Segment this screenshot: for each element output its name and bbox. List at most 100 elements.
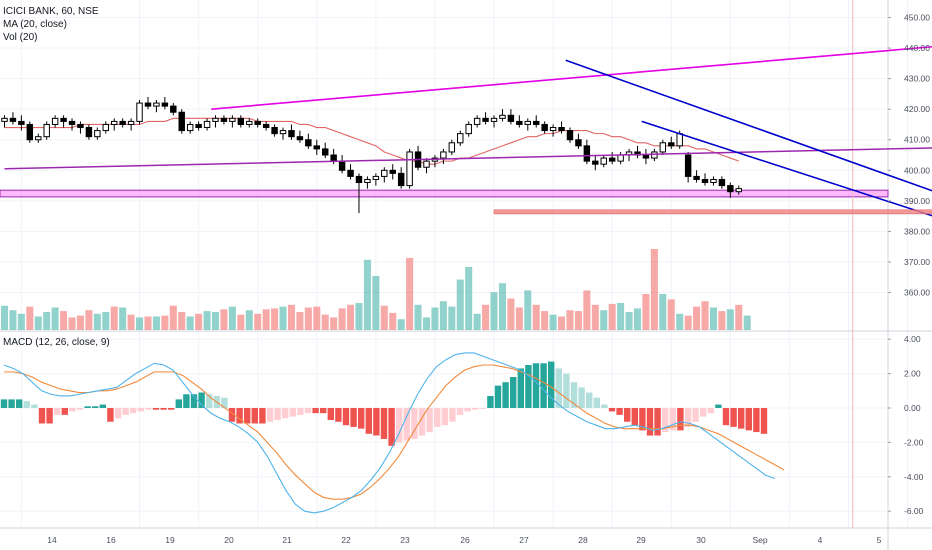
- symbol-legend[interactable]: ICICI BANK, 60, NSE: [3, 6, 99, 17]
- volume-bar: [676, 313, 684, 330]
- volume-bar: [347, 304, 355, 330]
- macd-tick-label: -2.00: [904, 437, 924, 447]
- time-tick-label: 22: [341, 535, 351, 545]
- volume-bar: [228, 306, 236, 330]
- price-tick-label: 380.00: [904, 226, 930, 236]
- candle-up: [51, 115, 59, 128]
- price-tick-label: 430.00: [904, 74, 930, 84]
- volume-bar: [51, 307, 59, 330]
- macd-histogram-bar: [684, 408, 692, 427]
- time-tick-label: Sep: [752, 535, 767, 545]
- candle-body: [499, 114, 506, 119]
- macd-histogram-bar: [160, 408, 167, 410]
- volume-bar: [178, 312, 186, 330]
- candle-up: [35, 133, 42, 143]
- macd-histogram-bar: [532, 363, 540, 408]
- candle-down: [693, 170, 700, 183]
- candle-up: [490, 115, 498, 128]
- candle-body: [465, 123, 472, 135]
- volume-bar: [532, 304, 540, 330]
- volume-bar: [608, 303, 616, 330]
- candle-up: [1, 115, 8, 128]
- trend-line: [565, 59, 932, 192]
- candle-down: [397, 167, 405, 189]
- candle-down: [355, 173, 363, 214]
- macd-histogram-bar: [114, 408, 122, 419]
- macd-signal-line: [4, 364, 785, 500]
- volume-bar: [60, 311, 68, 330]
- macd-histogram-bar: [494, 385, 502, 408]
- volume-bar: [279, 306, 287, 330]
- candle-up: [102, 121, 109, 134]
- macd-histogram-bar: [251, 408, 258, 424]
- candle-body: [397, 172, 405, 187]
- candle-body: [322, 148, 329, 156]
- macd-histogram-bar: [654, 408, 661, 436]
- candle-body: [600, 157, 607, 165]
- macd-histogram-bar: [715, 404, 722, 408]
- macd-histogram-bar: [593, 397, 600, 408]
- ma-legend[interactable]: MA (20, close): [3, 19, 67, 30]
- macd-histogram-bar: [266, 408, 274, 422]
- candle-body: [144, 102, 152, 107]
- volume-bar: [473, 313, 481, 330]
- candle-body: [161, 102, 169, 107]
- candle-body: [102, 123, 109, 132]
- candle-body: [203, 120, 211, 129]
- candle-down: [575, 133, 582, 149]
- macd-legend[interactable]: MACD (12, 26, close, 9): [3, 337, 110, 348]
- macd-histogram-bar: [418, 408, 426, 436]
- candle-up: [43, 121, 50, 140]
- macd-histogram-bar: [677, 408, 684, 431]
- candle-down: [26, 121, 34, 143]
- volume-legend[interactable]: Vol (20): [3, 32, 38, 43]
- volume-bar: [330, 317, 338, 330]
- macd-histogram-bar: [373, 408, 380, 436]
- candle-down: [220, 115, 228, 125]
- trend-line: [211, 45, 932, 110]
- candle-down: [507, 109, 515, 125]
- macd-histogram-bar: [570, 382, 578, 408]
- candle-up: [457, 130, 464, 146]
- time-tick-label: 30: [696, 535, 706, 545]
- volume-bar: [456, 279, 464, 330]
- candle-body: [735, 188, 742, 193]
- volume-bar: [650, 249, 658, 330]
- candle-up: [659, 139, 667, 156]
- volume-bar: [490, 292, 498, 330]
- time-tick-label: 14: [47, 535, 57, 545]
- candle-up: [212, 115, 219, 128]
- time-tick-label: 23: [400, 535, 410, 545]
- candle-body: [111, 120, 118, 125]
- macd-histogram-bar: [403, 408, 410, 441]
- macd-histogram-bar: [502, 382, 509, 408]
- candle-down: [566, 127, 574, 143]
- candle-up: [127, 118, 135, 131]
- volume-bar: [693, 306, 701, 330]
- candle-body: [229, 117, 236, 122]
- macd-histogram-bar: [479, 408, 486, 409]
- macd-histogram-bar: [228, 408, 236, 422]
- volume-bar: [507, 298, 515, 330]
- candle-down: [558, 121, 565, 134]
- macd-histogram-bar: [358, 408, 365, 429]
- candle-body: [330, 154, 337, 162]
- candle-down: [668, 136, 675, 149]
- macd-histogram-bar: [99, 404, 106, 408]
- macd-histogram-bar: [342, 408, 350, 426]
- candle-body: [305, 139, 312, 147]
- candle-up: [473, 115, 481, 128]
- time-tick-label: 21: [282, 535, 292, 545]
- macd-histogram-bar: [692, 408, 699, 422]
- macd-histogram-bar: [282, 408, 289, 419]
- macd-histogram-bar: [426, 408, 433, 433]
- candle-up: [440, 148, 447, 165]
- candle-body: [246, 120, 253, 125]
- candle-body: [533, 120, 540, 125]
- macd-histogram-bar: [601, 404, 608, 408]
- volume-bar: [372, 276, 380, 330]
- volume-bar: [574, 311, 582, 330]
- volume-bar: [600, 310, 608, 330]
